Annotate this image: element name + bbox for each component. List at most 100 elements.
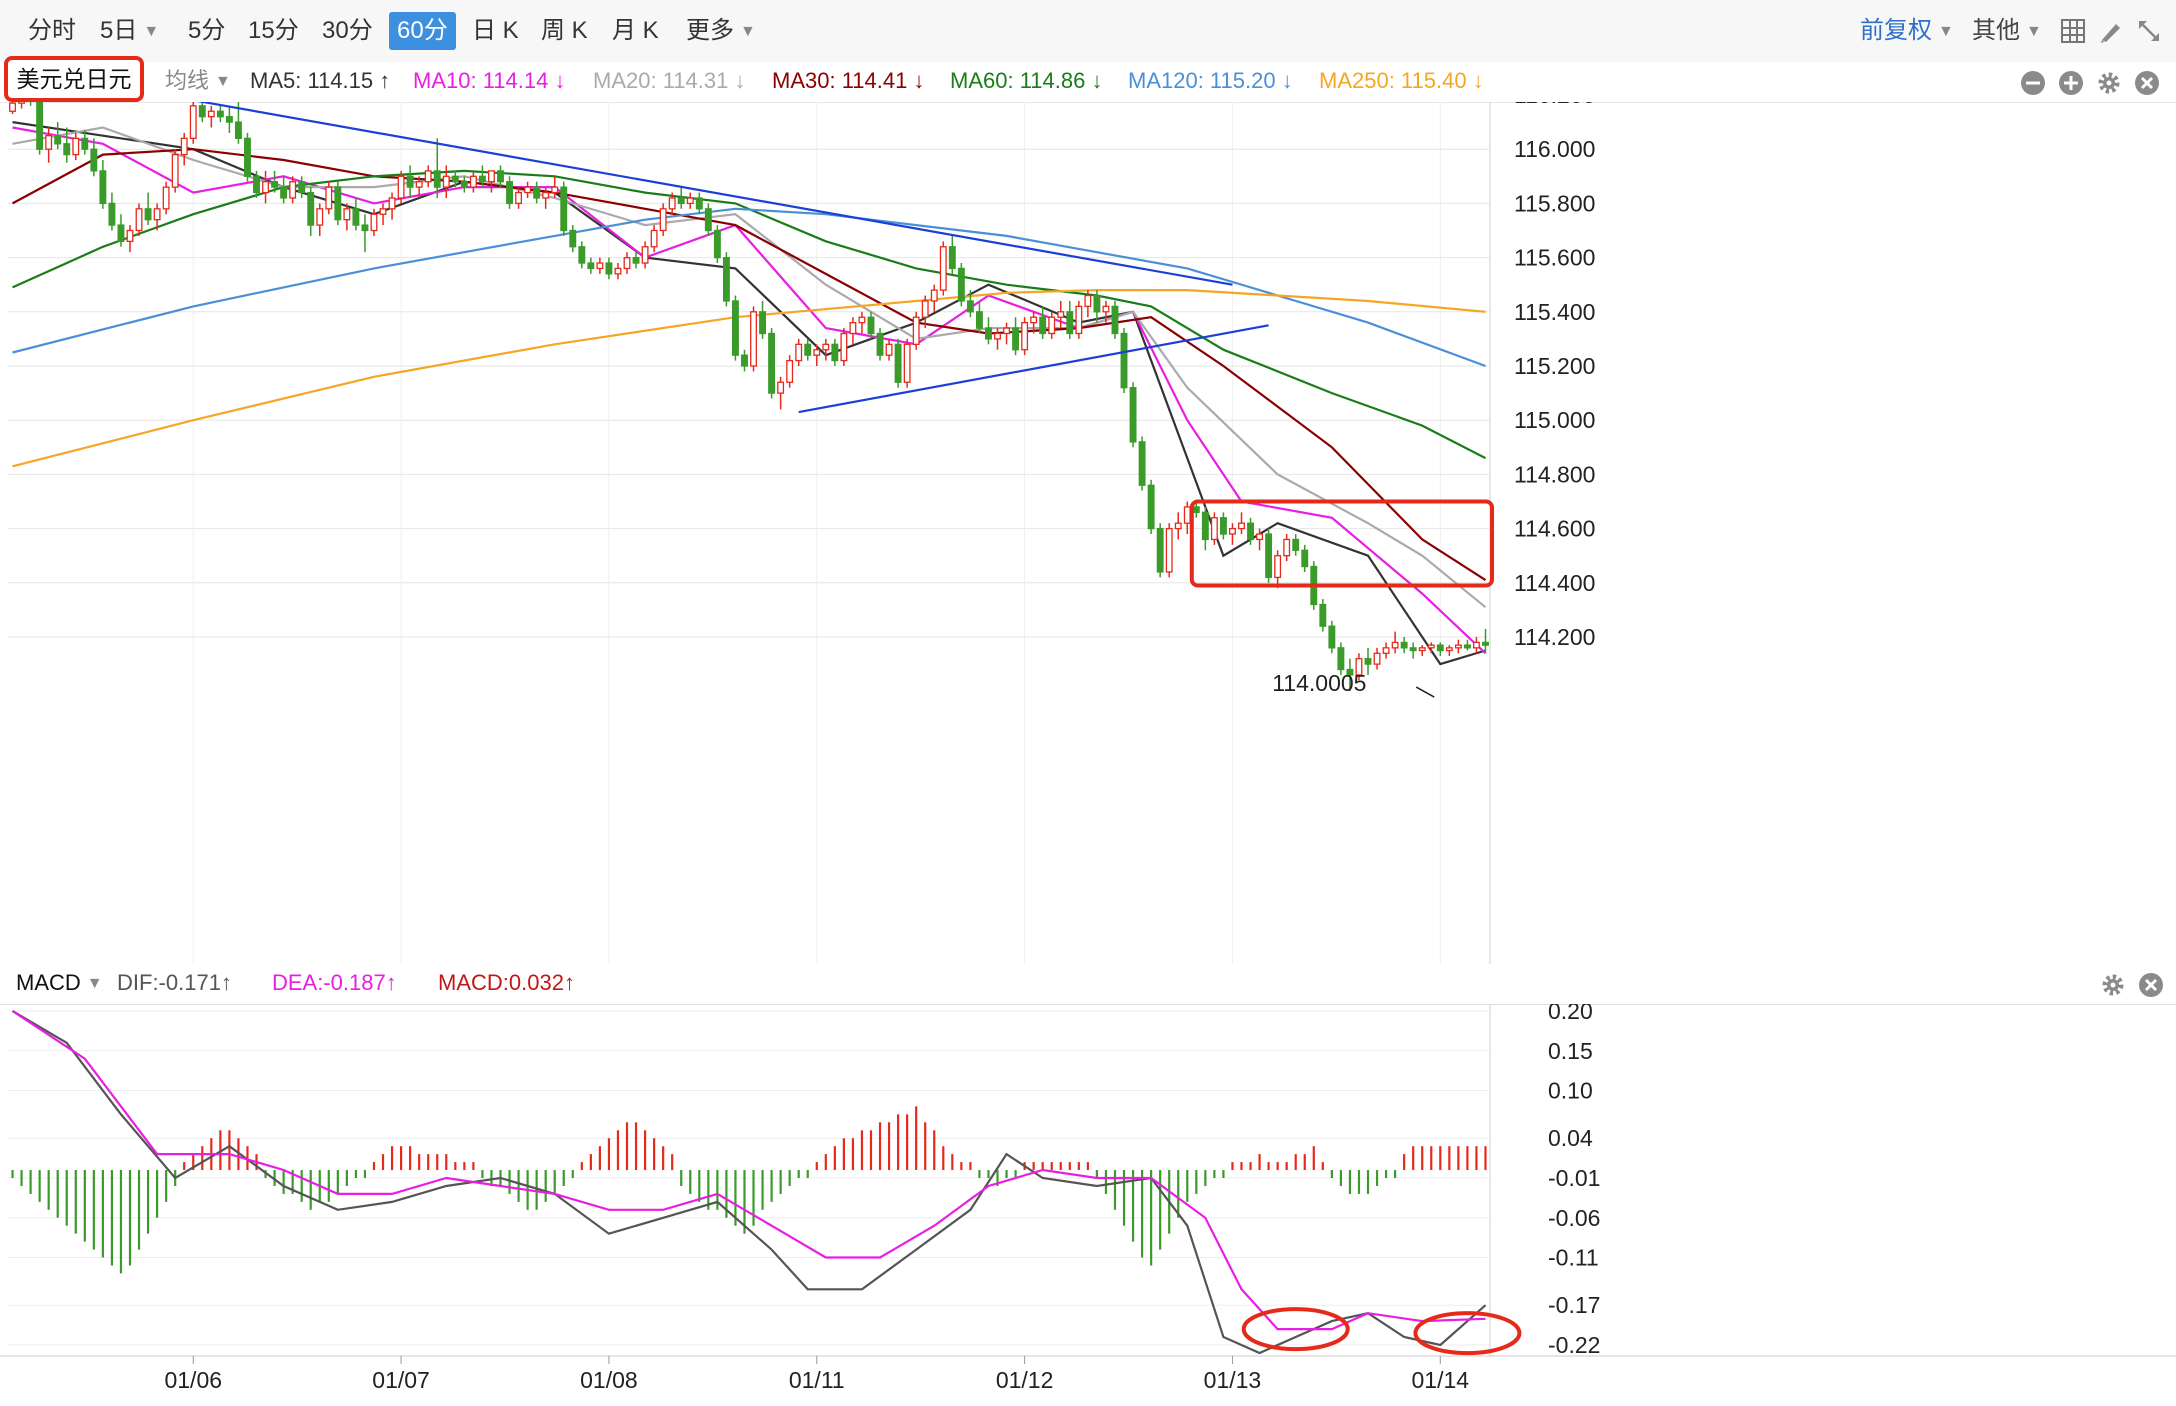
candle-body — [1292, 538, 1300, 551]
tab-daily-k[interactable]: 日 K — [472, 17, 519, 44]
adjust-dropdown[interactable]: 前复权 ▼ — [1860, 12, 1954, 50]
candle — [1229, 523, 1236, 545]
y-tick-label: -0.17 — [1548, 1292, 1600, 1318]
candle — [9, 102, 16, 114]
ma-type-dropdown[interactable]: 均线 ▼ — [165, 66, 231, 97]
candle-body — [234, 121, 242, 140]
tab-5min[interactable]: 5分 — [188, 17, 226, 44]
gear-icon[interactable] — [2100, 972, 2126, 998]
candle — [262, 170, 269, 204]
candle-body — [804, 343, 812, 356]
candle — [695, 192, 703, 215]
candle-body — [533, 186, 541, 199]
candle-body — [1400, 641, 1408, 649]
legend-dea: DEA:-0.187↑ — [272, 970, 397, 995]
tab-30min[interactable]: 30分 — [322, 17, 373, 44]
candle — [542, 187, 550, 209]
chevron-down-icon: ▼ — [1938, 23, 1954, 40]
highlight-box — [1189, 499, 1495, 588]
tab-15min[interactable]: 15分 — [248, 17, 299, 44]
tab-timeshare[interactable]: 分时 — [28, 17, 76, 44]
chevron-down-icon: ▼ — [143, 23, 160, 40]
candle-body — [397, 175, 405, 199]
candle-body — [63, 143, 71, 156]
candle-body — [298, 181, 306, 194]
candle — [957, 263, 965, 307]
other-dropdown[interactable]: 其他 ▼ — [1972, 12, 2042, 50]
zoom-in-icon[interactable] — [2058, 70, 2084, 96]
draw-icon[interactable] — [2098, 18, 2124, 44]
candle-body — [1301, 549, 1309, 568]
close-icon[interactable] — [2138, 972, 2164, 998]
candle-body — [1391, 641, 1399, 649]
candle-body — [1283, 538, 1291, 557]
candle-body — [108, 202, 116, 226]
candle — [759, 300, 767, 339]
chevron-down-icon: ▼ — [215, 73, 231, 90]
candle — [460, 176, 468, 193]
candle — [894, 338, 902, 388]
candle — [930, 284, 938, 312]
candle — [1210, 512, 1218, 545]
candle-body — [731, 300, 739, 356]
tab-more[interactable]: 更多 ▼ — [686, 12, 756, 50]
trendlines — [197, 102, 1269, 414]
candle-body — [605, 262, 613, 275]
candle-body — [1192, 506, 1200, 513]
candle — [596, 257, 604, 274]
candle — [560, 181, 568, 236]
candle-body — [1021, 321, 1029, 351]
candle-body — [1373, 652, 1381, 665]
y-tick-label: 115.400 — [1514, 299, 1595, 325]
candle-body — [451, 175, 459, 183]
zoom-out-icon[interactable] — [2020, 70, 2046, 96]
candle-body — [307, 191, 315, 226]
gear-icon[interactable] — [2096, 70, 2122, 96]
candle — [54, 122, 62, 150]
expand-icon[interactable] — [2136, 18, 2162, 44]
candle — [424, 165, 432, 188]
candle — [1012, 317, 1020, 356]
candle — [641, 241, 649, 269]
candle-body — [966, 300, 974, 313]
candle-body — [578, 246, 586, 264]
highlight-circle — [1413, 1311, 1522, 1356]
symbol-label[interactable]: 美元兑日元 — [4, 56, 144, 102]
price-grid — [8, 102, 1491, 964]
tab-weekly-k[interactable]: 周 K — [541, 17, 588, 44]
y-tick-label: -0.11 — [1548, 1245, 1599, 1271]
macd-chart[interactable]: 0.20 0.15 0.10 0.04 -0.01 -0.06 -0.11 -0.17 -0.2… — [0, 1004, 2176, 1406]
candle — [605, 257, 613, 280]
candle — [442, 165, 450, 198]
chevron-down-icon: ▼ — [2026, 23, 2042, 40]
candle — [506, 176, 513, 209]
candle-body — [1445, 647, 1453, 652]
candle — [994, 328, 1001, 350]
macd-indicator-dropdown[interactable]: MACD ▼ — [16, 968, 103, 999]
candle-body — [280, 186, 288, 199]
candle-body — [1364, 658, 1372, 665]
candle — [1400, 637, 1408, 654]
tab-monthly-k[interactable]: 月 K — [612, 17, 659, 44]
tab-5day[interactable]: 5日 ▼ — [100, 12, 159, 50]
candle — [63, 127, 71, 163]
candle-body — [1183, 506, 1191, 524]
candle — [849, 317, 857, 345]
candle-body — [506, 181, 513, 205]
chevron-down-icon: ▼ — [86, 975, 103, 992]
candle-body — [370, 213, 378, 232]
candle — [1093, 290, 1101, 323]
dif-line — [11, 1010, 1487, 1355]
candle-body — [1030, 316, 1038, 324]
price-chart[interactable]: 116.2430114.0005 116.200116.000115.80011… — [0, 102, 2176, 964]
tab-60min[interactable]: 60分 — [389, 12, 456, 50]
candle-body — [1102, 305, 1110, 313]
candle-body — [840, 332, 848, 362]
close-icon[interactable] — [2134, 70, 2160, 96]
candle — [370, 208, 378, 236]
date-axis: 01/06 01/07 01/08 01/11 01/12 01/13 01/14 — [164, 1356, 1469, 1393]
candle — [1364, 647, 1372, 675]
candle-body — [135, 208, 143, 232]
grid-icon[interactable] — [2060, 18, 2086, 44]
candle-body — [1057, 311, 1065, 318]
